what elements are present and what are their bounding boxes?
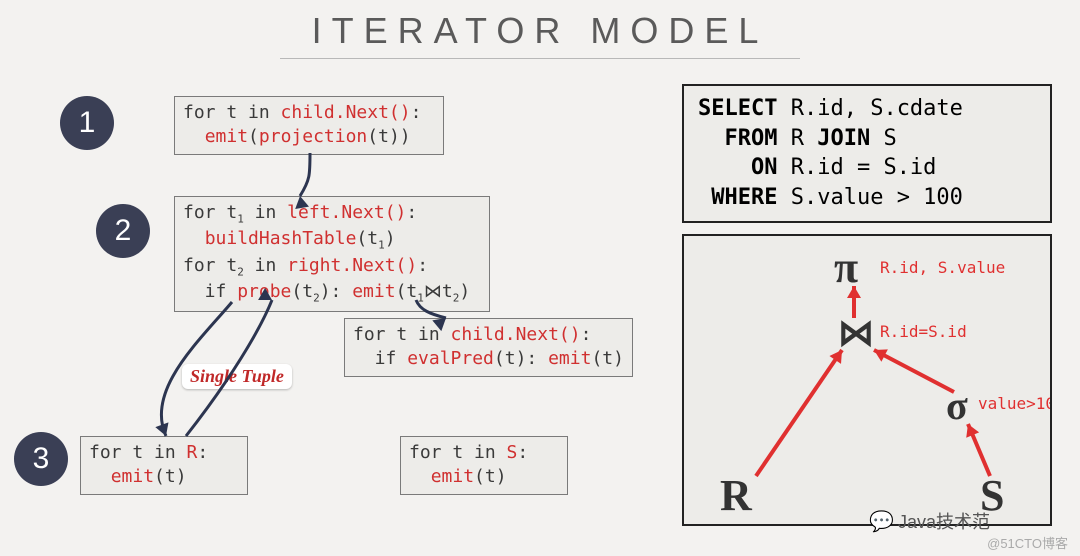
step-circle-3: 3 — [14, 432, 68, 486]
wechat-icon: 💬 — [869, 509, 894, 534]
tree-node-R: R — [720, 470, 752, 521]
watermark-source: @51CTO博客 — [987, 533, 1068, 552]
query-plan-tree: πR.id, S.value⋈R.id=S.idσvalue>100RS — [682, 234, 1052, 526]
diagram-stage: 1 2 3 for t in child.Next(): emit(projecti… — [0, 0, 1080, 556]
watermark-channel: 💬 Java技术范 — [869, 508, 990, 534]
tree-node-pi: π — [834, 242, 858, 293]
single-tuple-tag: Single Tuple — [182, 364, 292, 389]
tree-node-join: ⋈ — [838, 312, 874, 354]
code-box-b1: for t in child.Next(): emit(projection(t… — [174, 96, 444, 155]
tree-label-sigma: value>100 — [978, 394, 1052, 413]
code-box-b3: for t in child.Next(): if evalPred(t): e… — [344, 318, 633, 377]
tree-label-join: R.id=S.id — [880, 322, 967, 341]
code-box-b4r: for t in S: emit(t) — [400, 436, 568, 495]
sql-query-box: SELECT R.id, S.cdate FROM R JOIN S ON R.… — [682, 84, 1052, 223]
tree-label-pi: R.id, S.value — [880, 258, 1005, 277]
tree-node-sigma: σ — [946, 382, 968, 429]
code-box-b4l: for t in R: emit(t) — [80, 436, 248, 495]
step-circle-1: 1 — [60, 96, 114, 150]
code-box-b2: for t1 in left.Next(): buildHashTable(t1… — [174, 196, 490, 312]
step-circle-2: 2 — [96, 204, 150, 258]
